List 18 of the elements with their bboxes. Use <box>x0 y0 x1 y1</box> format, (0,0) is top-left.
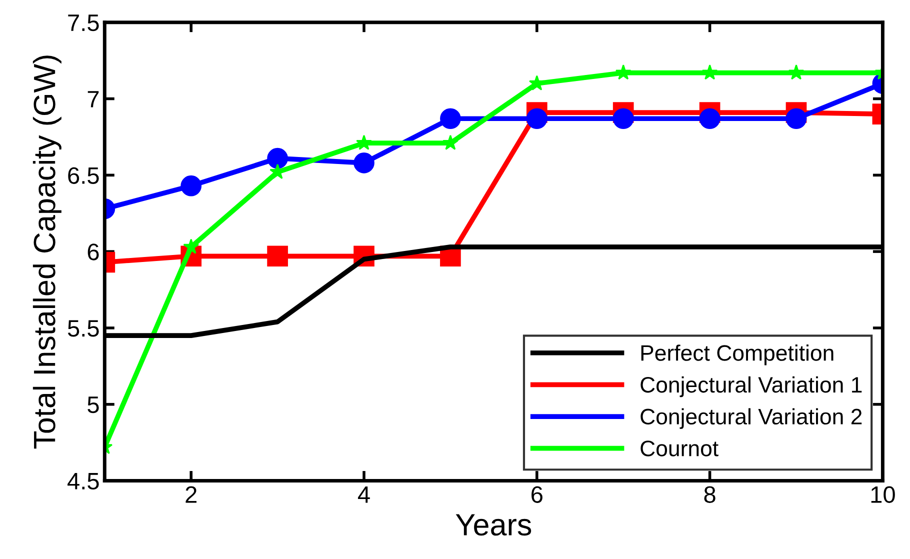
legend-label: Perfect Competition <box>641 344 834 366</box>
x-axis-title: Years <box>456 514 532 536</box>
y-axis-title: Total Installed Capacity (GW) <box>32 56 62 449</box>
y-tick-label: 4.5 <box>68 473 99 490</box>
x-tick-label: 2 <box>186 486 196 503</box>
x-tick-label: 6 <box>532 486 542 503</box>
y-tick-label: 5.5 <box>68 320 99 337</box>
y-tick-label: 7 <box>88 91 99 108</box>
y-tick-label: 6.5 <box>68 167 99 184</box>
y-tick-label: 5 <box>88 396 99 414</box>
y-tick-label: 6 <box>88 244 99 260</box>
x-tick-label: 4 <box>358 486 370 503</box>
x-tick-label: 8 <box>704 486 716 503</box>
legend-label: Conjectural Variation 1 <box>640 376 862 398</box>
legend-label: Cournot <box>640 440 718 456</box>
legend-label: Conjectural Variation 2 <box>640 408 862 429</box>
x-tick-label: 10 <box>871 486 895 503</box>
y-tick-label: 7.5 <box>68 14 99 32</box>
